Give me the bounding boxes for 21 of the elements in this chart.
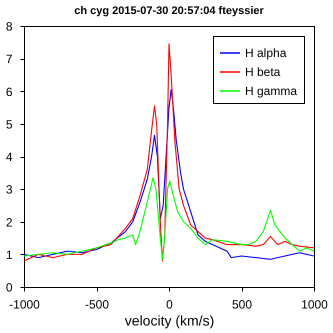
x-tick-label: -1000 bbox=[9, 298, 40, 312]
y-tick-label: 8 bbox=[6, 20, 13, 34]
line-series bbox=[24, 43, 314, 262]
legend-label: H gamma bbox=[245, 84, 298, 98]
legend-label: H beta bbox=[245, 65, 281, 79]
y-tick-label: 2 bbox=[6, 215, 13, 230]
y-tick-label: 6 bbox=[6, 84, 13, 99]
x-axis-title: velocity (km/s) bbox=[124, 312, 214, 328]
x-tick-label: 0 bbox=[166, 298, 174, 312]
x-tick-label: -500 bbox=[84, 298, 110, 312]
y-tick-label: 7 bbox=[6, 52, 13, 66]
y-tick-label: 4 bbox=[6, 150, 13, 164]
legend-label: H alpha bbox=[245, 46, 287, 60]
y-tick-label: 3 bbox=[6, 182, 13, 197]
x-tick-label: 500 bbox=[232, 298, 252, 312]
x-tick-label: 1000 bbox=[301, 298, 328, 312]
y-tick-label: 0 bbox=[6, 280, 13, 294]
y-tick-label: 1 bbox=[6, 248, 13, 262]
line-series bbox=[24, 177, 314, 260]
y-tick-label: 5 bbox=[6, 117, 13, 132]
chart-title: ch cyg 2015-07-30 20:57:04 fteyssier bbox=[74, 5, 264, 17]
